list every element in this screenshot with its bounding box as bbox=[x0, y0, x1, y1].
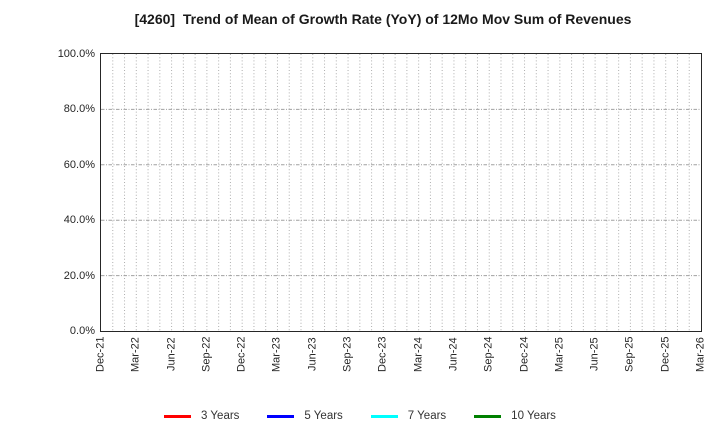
y-tick-label: 80.0% bbox=[63, 103, 95, 116]
legend-label: 3 Years bbox=[201, 410, 240, 422]
x-tick-label: Dec-24 bbox=[518, 337, 531, 373]
legend: 3 Years 5 Years 7 Years 10 Years bbox=[0, 407, 720, 425]
x-tick-label: Dec-21 bbox=[94, 337, 107, 373]
x-tick-label: Jun-25 bbox=[588, 337, 601, 371]
x-tick-label: Dec-25 bbox=[659, 337, 672, 373]
legend-item: 7 Years bbox=[370, 408, 447, 424]
x-tick-label: Sep-22 bbox=[200, 337, 213, 373]
x-tick-label: Jun-23 bbox=[306, 337, 319, 371]
legend-label: 7 Years bbox=[407, 410, 447, 422]
x-tick-label: Mar-22 bbox=[129, 337, 142, 372]
y-tick-label: 100.0% bbox=[57, 48, 95, 60]
legend-line-swatch bbox=[164, 414, 192, 418]
legend-item: 3 Years bbox=[164, 408, 239, 424]
legend-item: 5 Years bbox=[267, 408, 343, 424]
x-tick-label: Jun-24 bbox=[447, 337, 460, 371]
x-tick-label: Sep-23 bbox=[341, 337, 354, 373]
x-tick-label: Sep-24 bbox=[482, 337, 495, 373]
plot-area bbox=[99, 52, 702, 332]
x-tick-label: Mar-23 bbox=[270, 337, 283, 372]
legend-item: 10 Years bbox=[474, 408, 556, 424]
legend-label: 5 Years bbox=[304, 410, 343, 422]
gridlines bbox=[100, 53, 701, 331]
legend-line-swatch bbox=[474, 414, 502, 418]
y-tick-label: 60.0% bbox=[63, 158, 95, 171]
legend-line-swatch bbox=[267, 414, 295, 418]
chart-title: [4260] Trend of Mean of Growth Rate (YoY… bbox=[134, 11, 632, 27]
x-tick-label: Mar-25 bbox=[553, 337, 566, 372]
x-tick-label: Mar-24 bbox=[412, 337, 425, 372]
x-tick-label: Mar-26 bbox=[694, 337, 707, 372]
legend-line-swatch bbox=[370, 414, 398, 418]
x-tick-label: Dec-23 bbox=[376, 337, 389, 373]
y-tick-label: 0.0% bbox=[69, 325, 95, 337]
y-tick-label: 20.0% bbox=[63, 269, 95, 282]
y-tick-label: 40.0% bbox=[63, 214, 95, 227]
x-tick-label: Dec-22 bbox=[235, 337, 248, 373]
legend-label: 10 Years bbox=[511, 410, 556, 422]
x-tick-label: Jun-22 bbox=[165, 337, 178, 371]
x-tick-label: Sep-25 bbox=[623, 337, 636, 373]
